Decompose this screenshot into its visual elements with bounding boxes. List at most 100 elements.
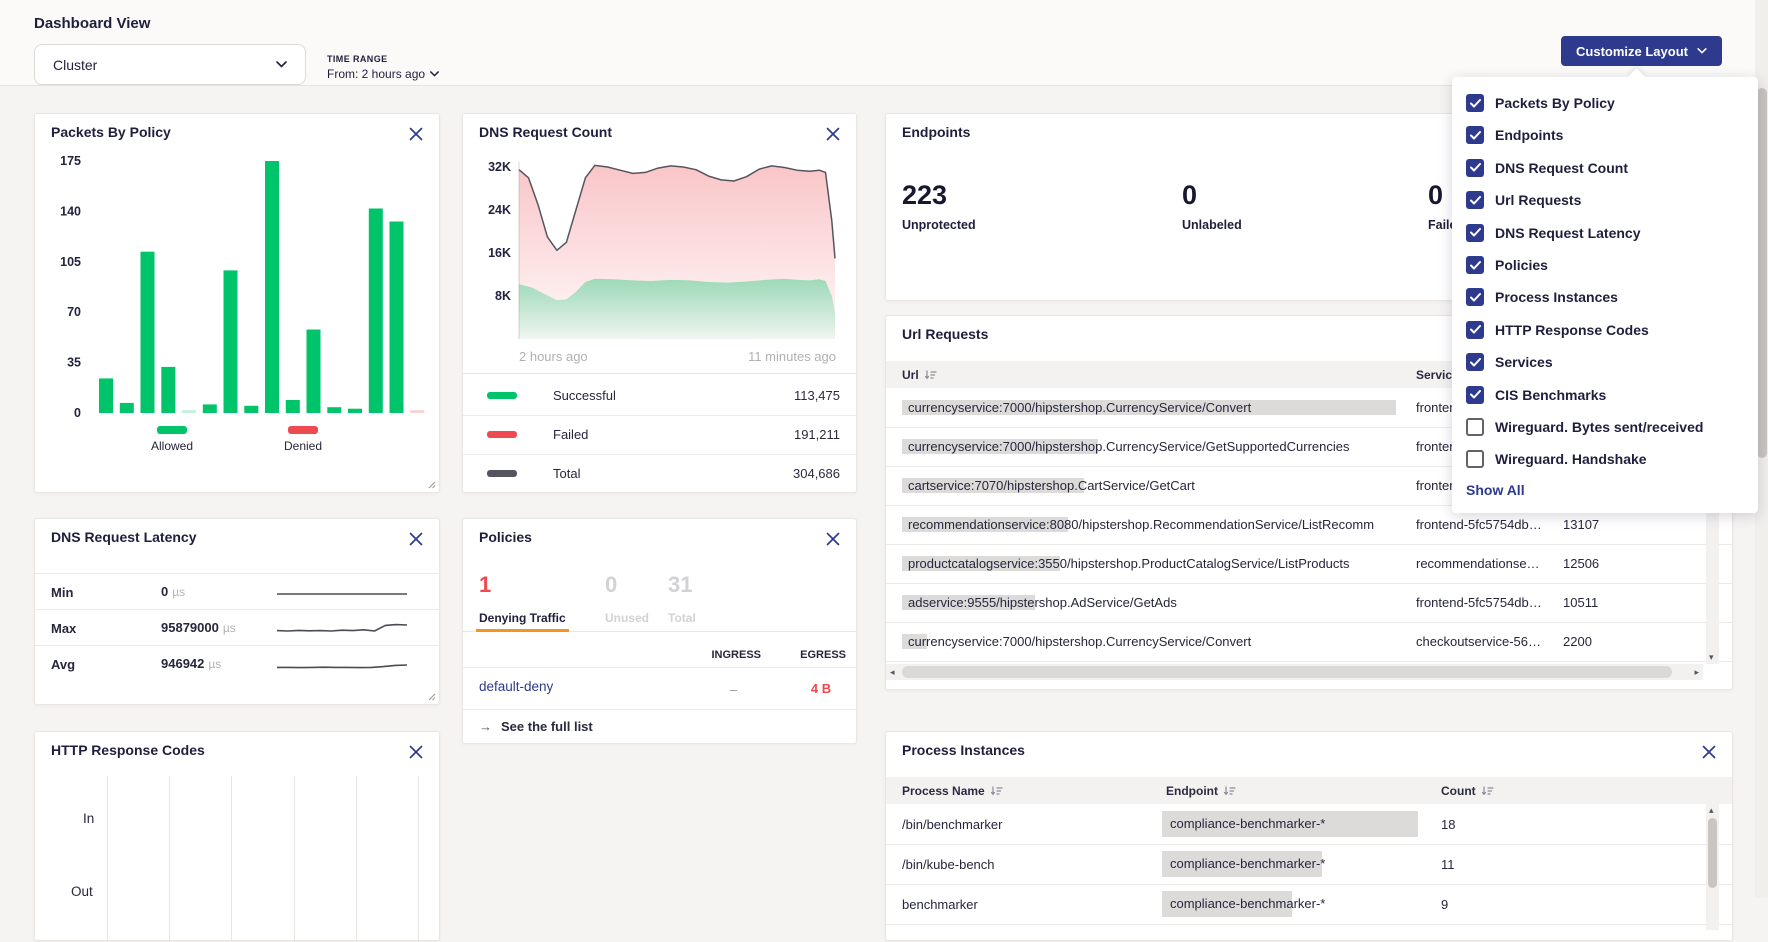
process-row[interactable]: benchmarkercompliance-benchmarker-*9 bbox=[886, 884, 1732, 925]
service-cell: frontend-5fc5754db… bbox=[1416, 517, 1556, 532]
legend-label: Successful bbox=[553, 388, 616, 403]
svg-text:175: 175 bbox=[60, 154, 81, 168]
menu-item-label: Wireguard. Handshake bbox=[1495, 451, 1647, 467]
layout-menu-item-dns-request-count[interactable]: DNS Request Count bbox=[1466, 156, 1628, 180]
chevron-down-icon bbox=[1697, 48, 1707, 54]
svg-text:0: 0 bbox=[74, 406, 81, 420]
endpoint-text: compliance-benchmarker-* bbox=[1162, 884, 1422, 924]
process-name-cell: /bin/kube-bench bbox=[902, 857, 1152, 872]
horizontal-scrollbar[interactable]: ◂ ▸ bbox=[886, 664, 1703, 680]
layout-menu-item-endpoints[interactable]: Endpoints bbox=[1466, 123, 1563, 147]
checkbox[interactable] bbox=[1466, 159, 1484, 177]
checkbox[interactable] bbox=[1466, 450, 1484, 468]
layout-menu-item-process-instances[interactable]: Process Instances bbox=[1466, 285, 1618, 309]
close-icon[interactable] bbox=[407, 125, 425, 143]
menu-item-label: Endpoints bbox=[1495, 127, 1563, 143]
checkbox[interactable] bbox=[1466, 353, 1484, 371]
time-range-value[interactable]: From: 2 hours ago bbox=[327, 67, 439, 81]
scroll-left-icon[interactable]: ◂ bbox=[890, 668, 895, 677]
url-request-row[interactable]: adservice:9555/hipstershop.AdService/Get… bbox=[886, 583, 1732, 623]
endpoint-column-header[interactable]: Endpoint bbox=[1166, 784, 1236, 798]
latency-unit: µs bbox=[223, 621, 236, 635]
ingress-value: – bbox=[706, 682, 761, 697]
egress-value: 4 B bbox=[796, 681, 846, 696]
url-text: productcatalogservice:3550/hipstershop.P… bbox=[902, 556, 1402, 571]
process-row[interactable]: /bin/benchmarker compliance-benchmarker-*… bbox=[886, 804, 1732, 845]
sort-icon bbox=[1481, 785, 1494, 797]
checkbox[interactable] bbox=[1466, 191, 1484, 209]
gridline bbox=[356, 776, 357, 942]
close-icon[interactable] bbox=[407, 530, 425, 548]
show-all-link[interactable]: Show All bbox=[1466, 482, 1525, 498]
customize-layout-button[interactable]: Customize Layout bbox=[1561, 36, 1722, 66]
check-icon bbox=[1470, 293, 1481, 302]
card-title: DNS Request Count bbox=[479, 124, 612, 140]
latency-metric-label: Min bbox=[51, 585, 161, 600]
svg-text:8K: 8K bbox=[495, 289, 511, 303]
close-icon[interactable] bbox=[824, 125, 842, 143]
policy-name-link[interactable]: default-deny bbox=[479, 679, 553, 694]
see-full-list-link[interactable]: → See the full list bbox=[479, 719, 593, 734]
resize-handle-icon[interactable] bbox=[427, 480, 436, 489]
count-cell: 9 bbox=[1441, 897, 1448, 912]
close-icon[interactable] bbox=[824, 530, 842, 548]
close-icon[interactable] bbox=[1700, 743, 1718, 761]
checkbox[interactable] bbox=[1466, 126, 1484, 144]
latency-row-max: Max95879000µs bbox=[35, 609, 439, 646]
process-name-cell: /bin/benchmarker bbox=[902, 817, 1152, 832]
menu-item-label: DNS Request Latency bbox=[1495, 225, 1640, 241]
stat-value: 223 bbox=[902, 182, 976, 209]
time-range-text: From: 2 hours ago bbox=[327, 67, 425, 81]
layout-menu-item-cis-benchmarks[interactable]: CIS Benchmarks bbox=[1466, 383, 1606, 407]
view-selector-dropdown[interactable]: Cluster bbox=[34, 44, 306, 85]
url-request-row[interactable]: productcatalogservice:3550/hipstershop.P… bbox=[886, 544, 1732, 584]
layout-menu-item-packets-by-policy[interactable]: Packets By Policy bbox=[1466, 91, 1615, 115]
link-label: See the full list bbox=[501, 719, 593, 734]
checkbox[interactable] bbox=[1466, 256, 1484, 274]
url-request-row[interactable]: currencyservice:7000/hipstershop.Currenc… bbox=[886, 622, 1732, 662]
checkbox[interactable] bbox=[1466, 94, 1484, 112]
menu-item-label: CIS Benchmarks bbox=[1495, 387, 1606, 403]
time-range-label: TIME RANGE bbox=[327, 54, 439, 64]
latency-value: 95879000 bbox=[161, 620, 219, 635]
scrollbar-thumb[interactable] bbox=[902, 666, 1672, 678]
page-scrollbar-thumb[interactable] bbox=[1757, 88, 1767, 458]
menu-item-label: HTTP Response Codes bbox=[1495, 322, 1649, 338]
count-column-header[interactable]: Count bbox=[1441, 784, 1494, 798]
layout-menu-item-http-response-codes[interactable]: HTTP Response Codes bbox=[1466, 318, 1649, 342]
scrollbar-thumb[interactable] bbox=[1708, 818, 1717, 888]
layout-menu-item-wireguard-handshake[interactable]: Wireguard. Handshake bbox=[1466, 447, 1647, 471]
resize-handle-icon[interactable] bbox=[427, 692, 436, 701]
process-name-column-header[interactable]: Process Name bbox=[902, 784, 1003, 798]
service-cell: checkoutservice-56… bbox=[1416, 634, 1556, 649]
url-cell: productcatalogservice:3550/hipstershop.P… bbox=[902, 556, 1402, 571]
close-icon[interactable] bbox=[407, 743, 425, 761]
svg-text:32K: 32K bbox=[488, 160, 511, 174]
layout-menu-item-services[interactable]: Services bbox=[1466, 350, 1553, 374]
checkbox[interactable] bbox=[1466, 288, 1484, 306]
scroll-right-icon[interactable]: ▸ bbox=[1694, 668, 1699, 677]
checkbox[interactable] bbox=[1466, 386, 1484, 404]
url-column-header[interactable]: Url bbox=[902, 368, 937, 382]
checkbox[interactable] bbox=[1466, 418, 1484, 436]
tab-label: Unused bbox=[605, 611, 649, 625]
vertical-scrollbar[interactable]: ▴ bbox=[1706, 804, 1719, 930]
process-row[interactable]: /bin/kube-benchcompliance-benchmarker-*1… bbox=[886, 844, 1732, 885]
http-response-codes-card: HTTP Response Codes In Out bbox=[34, 731, 440, 941]
stat-label: Unlabeled bbox=[1182, 218, 1242, 232]
scroll-down-icon[interactable]: ▾ bbox=[1709, 653, 1714, 662]
checkbox[interactable] bbox=[1466, 224, 1484, 242]
card-title: Endpoints bbox=[902, 124, 970, 140]
divider bbox=[463, 373, 856, 374]
sort-icon bbox=[990, 785, 1003, 797]
layout-menu-item-dns-request-latency[interactable]: DNS Request Latency bbox=[1466, 221, 1640, 245]
endpoint-cell: compliance-benchmarker-* bbox=[1162, 804, 1422, 844]
count-cell: 11 bbox=[1441, 857, 1455, 872]
layout-menu-item-policies[interactable]: Policies bbox=[1466, 253, 1548, 277]
layout-menu-item-wireguard-bytes-sent-received[interactable]: Wireguard. Bytes sent/received bbox=[1466, 415, 1703, 439]
layout-menu-item-url-requests[interactable]: Url Requests bbox=[1466, 188, 1581, 212]
svg-text:140: 140 bbox=[60, 204, 81, 218]
url-text: currencyservice:7000/hipstershop.Currenc… bbox=[902, 439, 1402, 454]
scroll-up-icon[interactable]: ▴ bbox=[1709, 806, 1714, 815]
checkbox[interactable] bbox=[1466, 321, 1484, 339]
